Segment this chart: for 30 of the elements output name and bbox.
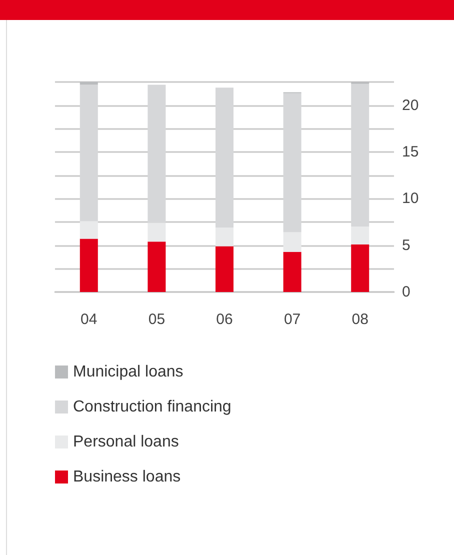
bar: [351, 84, 370, 227]
bar: [216, 228, 234, 246]
y-tick-label: 5: [402, 236, 410, 254]
x-tick-label: 08: [352, 311, 368, 328]
legend-label: Personal loans: [73, 434, 179, 450]
bar: [80, 221, 98, 239]
legend-label: Construction financing: [73, 398, 232, 416]
bar: [80, 84, 98, 222]
y-tick-label: 0: [402, 284, 410, 300]
bar: [283, 232, 302, 252]
bar: [148, 84, 166, 223]
bar: [148, 222, 166, 242]
y-tick-label: 10: [402, 190, 419, 208]
x-tick-label: 06: [216, 311, 233, 328]
bar: [283, 252, 302, 292]
bar: [80, 82, 98, 85]
legend-label: Business loans: [73, 468, 181, 486]
x-tick-label: 07: [284, 311, 301, 328]
y-tick-label: 15: [402, 144, 419, 160]
bar: [283, 93, 302, 232]
y-tick-label: 20: [402, 96, 419, 114]
bar: [216, 246, 234, 292]
x-tick-label: 04: [80, 311, 98, 328]
bar: [351, 226, 370, 244]
legend-label: Municipal loans: [73, 364, 184, 380]
bar: [351, 244, 370, 292]
bar: [148, 242, 166, 292]
bar: [80, 238, 98, 292]
x-tick-label: 05: [148, 311, 166, 328]
bar: [216, 88, 234, 228]
